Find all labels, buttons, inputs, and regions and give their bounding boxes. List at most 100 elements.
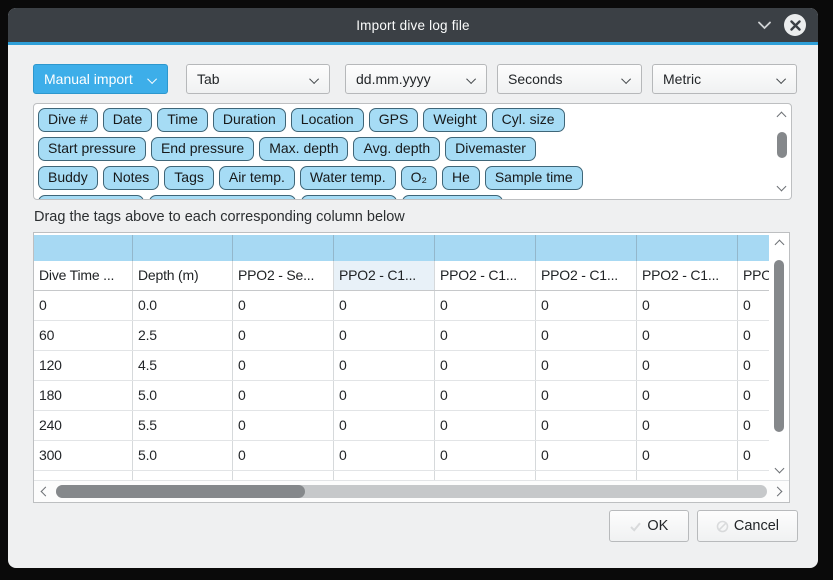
table-cell: 0 xyxy=(334,291,435,320)
import-mode-select[interactable]: Manual import xyxy=(33,64,168,94)
drag-tag[interactable]: Tags xyxy=(164,166,214,190)
column-header[interactable]: Dive Time ... xyxy=(34,261,133,290)
table-cell: 2.5 xyxy=(133,321,233,350)
scroll-up-icon[interactable] xyxy=(774,239,784,250)
column-header[interactable]: PPO2 - C1... xyxy=(536,261,637,290)
chevron-down-icon xyxy=(147,74,158,85)
scroll-down-icon[interactable] xyxy=(776,181,787,192)
table-cell xyxy=(536,471,637,480)
column-header[interactable]: PPO2 - Se... xyxy=(233,261,334,290)
drag-tag[interactable]: Dive # xyxy=(38,108,98,132)
table-cell: 0 xyxy=(435,411,536,440)
titlebar-menu-chevron-down-icon[interactable] xyxy=(757,21,772,30)
drop-target-cell[interactable] xyxy=(738,235,770,261)
drag-tag[interactable]: Buddy xyxy=(38,166,98,190)
scrollbar-track[interactable] xyxy=(776,124,787,179)
drag-tag[interactable]: O₂ xyxy=(400,166,437,190)
tag-pool-box: Dive # Date Time Duration Location GPS Weight C… xyxy=(33,103,792,200)
drag-tag[interactable]: Cyl. size xyxy=(491,108,565,132)
tag-pool-scrollbar[interactable] xyxy=(773,105,790,198)
table-cell: 0 xyxy=(536,381,637,410)
import-dialog: Import dive log file Manual import Tab d… xyxy=(8,8,818,568)
scroll-up-icon[interactable] xyxy=(776,111,787,122)
chevron-down-icon xyxy=(309,74,320,85)
drag-tag[interactable]: Time xyxy=(157,108,208,132)
scroll-right-icon[interactable] xyxy=(772,486,783,497)
scrollbar-track[interactable] xyxy=(56,485,767,498)
column-header[interactable]: PPO2 - C1... xyxy=(637,261,738,290)
drag-tag[interactable]: End pressure xyxy=(150,137,255,161)
drop-target-cell[interactable] xyxy=(233,235,334,261)
drag-tag[interactable]: Sample time xyxy=(484,166,583,190)
chevron-down-icon xyxy=(621,74,632,85)
drag-tag[interactable]: Sample depth xyxy=(38,195,145,199)
drop-target-cell[interactable] xyxy=(435,235,536,261)
table-vertical-scrollbar[interactable] xyxy=(769,233,789,480)
column-header[interactable]: Depth (m) xyxy=(133,261,233,290)
scrollbar-track[interactable] xyxy=(774,252,784,461)
drag-tag[interactable]: Location xyxy=(290,108,364,132)
column-header[interactable]: PPO2 xyxy=(738,261,770,290)
chevron-down-icon xyxy=(776,74,787,85)
scrollbar-thumb[interactable] xyxy=(776,131,787,159)
drag-tag[interactable]: Avg. depth xyxy=(353,137,441,161)
table-cell: 0 xyxy=(435,321,536,350)
table-horizontal-scrollbar[interactable] xyxy=(34,480,789,502)
titlebar: Import dive log file xyxy=(8,8,818,42)
close-button[interactable] xyxy=(784,14,806,36)
drop-target-cell[interactable] xyxy=(536,235,637,261)
table-cell: 0 xyxy=(334,321,435,350)
table-row xyxy=(34,471,770,480)
drag-tag[interactable]: Water temp. xyxy=(299,166,396,190)
table-cell: 0 xyxy=(233,381,334,410)
drag-tag[interactable]: Duration xyxy=(212,108,286,132)
units-select[interactable]: Metric xyxy=(652,64,797,94)
drop-target-cell[interactable] xyxy=(34,235,133,261)
ok-button-label: OK xyxy=(647,518,669,534)
drag-tag[interactable]: Start pressure xyxy=(38,137,146,161)
date-format-select[interactable]: dd.mm.yyyy xyxy=(345,64,487,94)
drop-target-cell[interactable] xyxy=(133,235,233,261)
scroll-left-icon[interactable] xyxy=(40,486,51,497)
drag-tag[interactable]: Sample CNS xyxy=(401,195,503,199)
drag-tag[interactable]: He xyxy=(441,166,480,190)
drag-tag[interactable]: Divemaster xyxy=(445,137,536,161)
column-header[interactable]: PPO2 - C1... xyxy=(334,261,435,290)
table-row: 60 2.5 0 0 0 0 0 0 xyxy=(34,321,770,351)
table-cell: 0 xyxy=(233,351,334,380)
tag-row: Dive # Date Time Duration Location GPS Weight C… xyxy=(38,108,769,132)
table-cell: 0 xyxy=(334,381,435,410)
table-cell: 0 xyxy=(233,321,334,350)
drag-tag[interactable]: Notes xyxy=(102,166,160,190)
table-cell: 4.5 xyxy=(133,351,233,380)
drop-target-cell[interactable] xyxy=(334,235,435,261)
table-cell: 0 xyxy=(233,411,334,440)
field-separator-select[interactable]: Tab xyxy=(186,64,330,94)
table-cell: 0 xyxy=(738,291,770,320)
cancel-button[interactable]: Cancel xyxy=(696,510,798,542)
date-format-value: dd.mm.yyyy xyxy=(356,71,431,87)
table-cell: 5.0 xyxy=(133,441,233,470)
table-cell: 0 xyxy=(536,411,637,440)
table-cell xyxy=(738,471,770,480)
drag-tag[interactable]: Max. depth xyxy=(259,137,349,161)
drag-tag[interactable]: Weight xyxy=(423,108,487,132)
drag-tag[interactable]: Sample temperature xyxy=(149,195,297,199)
chevron-down-icon xyxy=(466,74,477,85)
import-options-row: Manual import Tab dd.mm.yyyy Seconds Met… xyxy=(8,64,818,94)
drag-tag[interactable]: Air temp. xyxy=(218,166,295,190)
ok-button[interactable]: OK xyxy=(608,510,689,542)
drop-target-row xyxy=(34,233,770,261)
drop-target-cell[interactable] xyxy=(637,235,738,261)
duration-format-select[interactable]: Seconds xyxy=(497,64,642,94)
table-body: 0 0.0 0 0 0 0 0 0 60 2.5 0 0 0 0 0 0 120 4.5 0 0 0 0 0 0 180 5.0 0… xyxy=(34,291,770,480)
drag-tag[interactable]: Sample pO₂ xyxy=(301,195,397,199)
scrollbar-thumb[interactable] xyxy=(774,260,784,432)
drag-tag[interactable]: Date xyxy=(102,108,153,132)
window-title: Import dive log file xyxy=(356,17,470,33)
drag-tag[interactable]: GPS xyxy=(368,108,419,132)
scrollbar-thumb[interactable] xyxy=(56,485,305,498)
column-header[interactable]: PPO2 - C1... xyxy=(435,261,536,290)
table-cell: 0 xyxy=(435,351,536,380)
scroll-down-icon[interactable] xyxy=(774,463,784,474)
